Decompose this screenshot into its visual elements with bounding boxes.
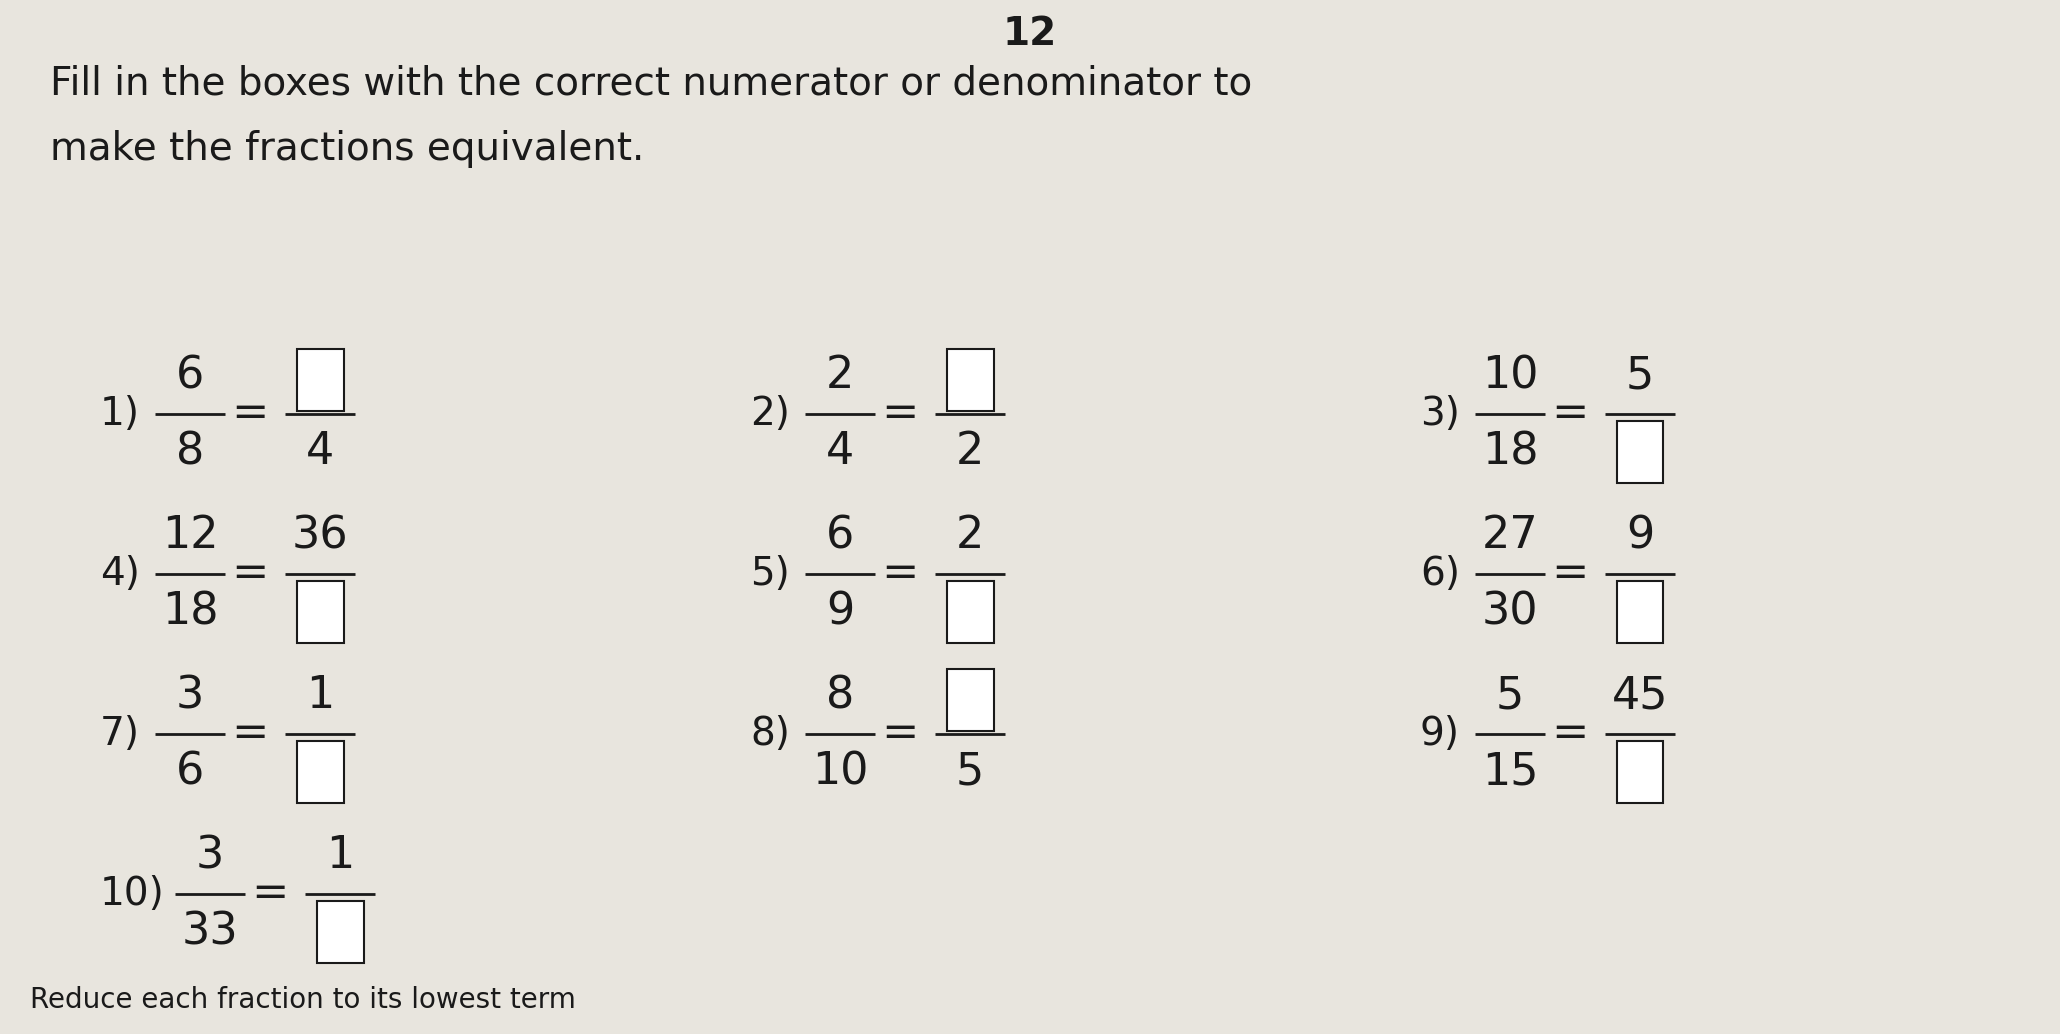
Text: 9): 9): [1419, 714, 1461, 753]
FancyBboxPatch shape: [946, 581, 993, 643]
FancyBboxPatch shape: [297, 349, 344, 410]
Text: 45: 45: [1611, 674, 1669, 718]
Text: 8: 8: [175, 430, 204, 474]
Text: 1): 1): [101, 395, 140, 433]
Text: 5): 5): [750, 555, 789, 594]
Text: 9: 9: [826, 590, 855, 634]
Text: 4: 4: [826, 430, 855, 474]
Text: 36: 36: [293, 515, 348, 557]
Text: =: =: [251, 873, 288, 915]
Text: =: =: [882, 712, 919, 756]
Text: 9: 9: [1625, 515, 1654, 557]
Text: 5: 5: [1625, 355, 1654, 397]
Text: 2: 2: [826, 355, 855, 397]
Text: 2: 2: [956, 430, 985, 474]
Text: =: =: [882, 552, 919, 596]
Text: 12: 12: [161, 515, 218, 557]
Text: =: =: [231, 552, 268, 596]
Text: =: =: [1551, 393, 1588, 435]
Text: 3: 3: [175, 674, 204, 718]
Text: 5: 5: [1496, 674, 1524, 718]
Text: 10: 10: [812, 751, 867, 793]
Text: =: =: [1551, 712, 1588, 756]
Text: 33: 33: [181, 911, 239, 953]
Text: 7): 7): [101, 714, 140, 753]
FancyBboxPatch shape: [1617, 581, 1664, 643]
Text: 5: 5: [956, 751, 985, 793]
FancyBboxPatch shape: [297, 741, 344, 803]
FancyBboxPatch shape: [1617, 421, 1664, 483]
FancyBboxPatch shape: [1617, 741, 1664, 803]
Text: 8: 8: [826, 674, 855, 718]
Text: 30: 30: [1481, 590, 1539, 634]
Text: make the fractions equivalent.: make the fractions equivalent.: [49, 130, 645, 168]
Text: 1: 1: [305, 674, 334, 718]
Text: 15: 15: [1481, 751, 1539, 793]
Text: 10: 10: [1481, 355, 1539, 397]
Text: 4: 4: [305, 430, 334, 474]
Text: 18: 18: [1481, 430, 1539, 474]
FancyBboxPatch shape: [946, 349, 993, 410]
FancyBboxPatch shape: [297, 581, 344, 643]
Text: 27: 27: [1481, 515, 1539, 557]
FancyBboxPatch shape: [946, 669, 993, 731]
Text: 3: 3: [196, 834, 225, 878]
FancyBboxPatch shape: [317, 901, 363, 963]
Text: Fill in the boxes with the correct numerator or denominator to: Fill in the boxes with the correct numer…: [49, 65, 1252, 103]
Text: =: =: [231, 393, 268, 435]
Text: 12: 12: [1003, 16, 1057, 53]
Text: 1: 1: [325, 834, 354, 878]
Text: 2): 2): [750, 395, 789, 433]
Text: 6: 6: [175, 751, 204, 793]
Text: =: =: [1551, 552, 1588, 596]
Text: 6: 6: [826, 515, 855, 557]
Text: 8): 8): [750, 714, 789, 753]
Text: 2: 2: [956, 515, 985, 557]
Text: =: =: [882, 393, 919, 435]
Text: Reduce each fraction to its lowest term: Reduce each fraction to its lowest term: [31, 986, 577, 1014]
Text: 10): 10): [101, 875, 165, 913]
Text: 6): 6): [1419, 555, 1461, 594]
Text: 18: 18: [163, 590, 218, 634]
Text: 3): 3): [1419, 395, 1461, 433]
Text: 4): 4): [101, 555, 140, 594]
Text: 6: 6: [175, 355, 204, 397]
Text: =: =: [231, 712, 268, 756]
